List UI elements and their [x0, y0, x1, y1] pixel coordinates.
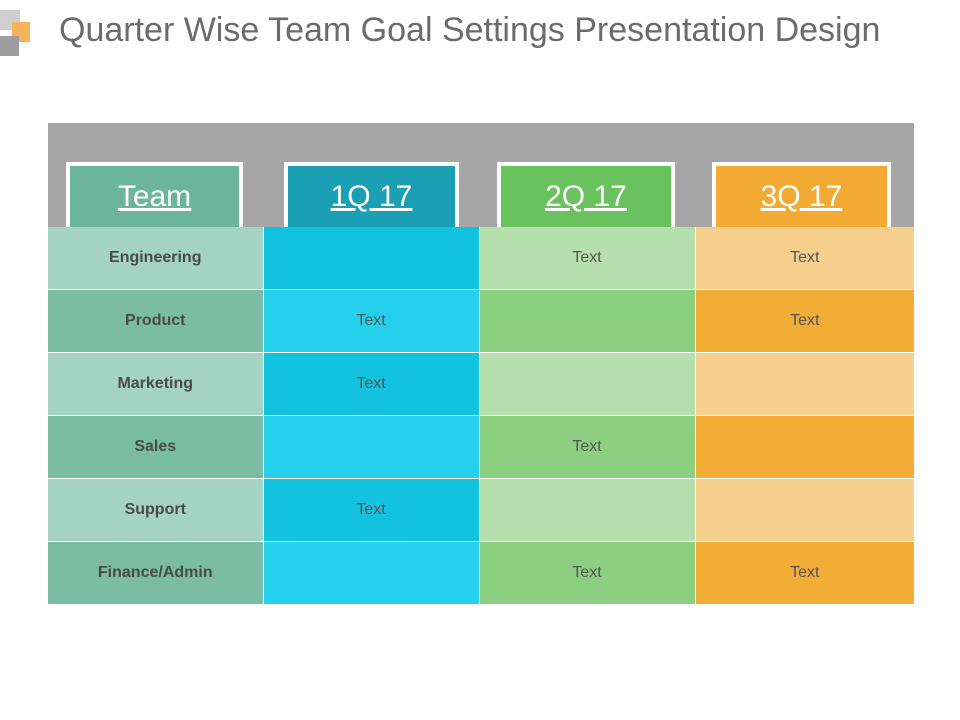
header-2q17[interactable]: 2Q 17: [497, 162, 675, 227]
slide-title: Quarter Wise Team Goal Settings Presenta…: [59, 11, 881, 49]
q3-cell: Text: [695, 227, 914, 290]
q2-cell: Text: [479, 541, 696, 605]
table-row: Sales Text: [48, 415, 914, 479]
table-row: Engineering Text Text: [48, 227, 914, 290]
q1-cell: Text: [263, 289, 480, 353]
table-row: Product Text Text: [48, 289, 914, 353]
q3-cell: [695, 352, 914, 416]
q1-cell: Text: [263, 478, 480, 542]
q2-cell: [479, 352, 696, 416]
goals-table: Engineering Text Text Product Text Text …: [48, 227, 914, 605]
q3-cell: [695, 478, 914, 542]
q2-cell: Text: [479, 415, 696, 479]
q1-cell: [263, 227, 480, 290]
q1-cell: [263, 415, 480, 479]
team-cell: Marketing: [48, 352, 264, 416]
team-cell: Sales: [48, 415, 264, 479]
table-row: Marketing Text: [48, 352, 914, 416]
logo-icon: [0, 10, 34, 58]
team-cell: Support: [48, 478, 264, 542]
team-cell: Engineering: [48, 227, 264, 290]
q3-cell: Text: [695, 541, 914, 605]
q3-cell: Text: [695, 289, 914, 353]
q1-cell: [263, 541, 480, 605]
team-cell: Finance/Admin: [48, 541, 264, 605]
q1-cell: Text: [263, 352, 480, 416]
table-row: Finance/Admin Text Text: [48, 541, 914, 605]
q2-cell: [479, 289, 696, 353]
header-3q17[interactable]: 3Q 17: [712, 162, 891, 227]
logo-square-gray-dark: [0, 36, 19, 56]
header-1q17[interactable]: 1Q 17: [284, 162, 459, 227]
table-row: Support Text: [48, 478, 914, 542]
header-team[interactable]: Team: [66, 162, 243, 227]
q2-cell: [479, 478, 696, 542]
q3-cell: [695, 415, 914, 479]
q2-cell: Text: [479, 227, 696, 290]
team-cell: Product: [48, 289, 264, 353]
